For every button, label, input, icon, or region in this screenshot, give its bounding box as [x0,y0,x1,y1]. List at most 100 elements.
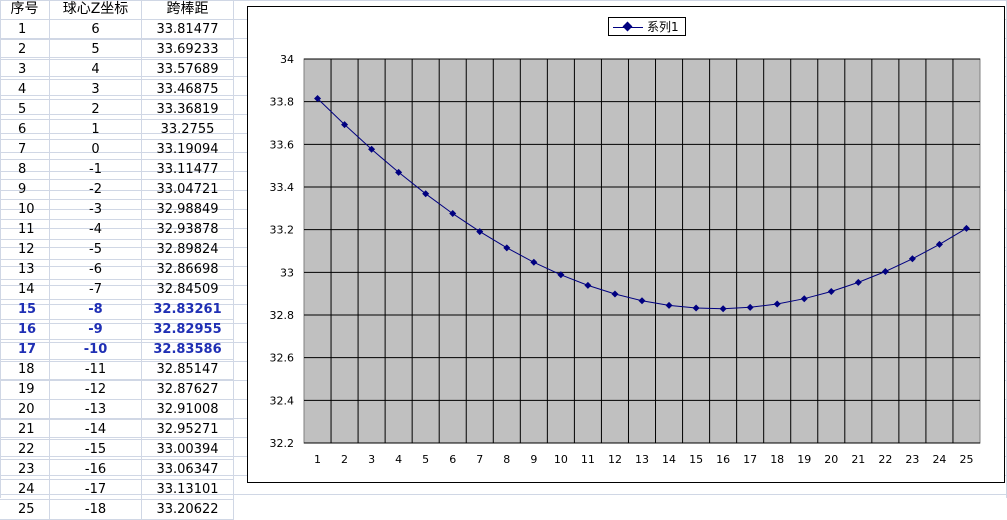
cell-z-coordinate[interactable]: -18 [49,499,142,520]
cell-z-coordinate[interactable]: -8 [49,299,142,320]
cell-index[interactable]: 15 [0,299,50,320]
cell-z-coordinate[interactable]: -13 [49,399,142,420]
cell-z-coordinate[interactable]: 0 [49,139,142,160]
y-tick-label: 33 [280,266,294,279]
data-point [827,288,835,296]
cell-z-coordinate[interactable]: -17 [49,479,142,500]
cell-index[interactable]: 19 [0,379,50,400]
cell-index[interactable]: 13 [0,259,50,280]
cell-span-distance[interactable]: 33.36819 [141,99,234,120]
cell-span-distance[interactable]: 33.04721 [141,179,234,200]
cell-index[interactable]: 6 [0,119,50,140]
cell-index[interactable]: 1 [0,19,50,40]
x-tick-label: 9 [530,453,537,466]
cell-span-distance[interactable]: 32.83261 [141,299,234,320]
cell-z-coordinate[interactable]: 4 [49,59,142,80]
cell-z-coordinate[interactable]: -6 [49,259,142,280]
table-row: 1 6 33.81477 [0,19,234,40]
cell-z-coordinate[interactable]: -12 [49,379,142,400]
cell-span-distance[interactable]: 32.98849 [141,199,234,220]
x-tick-label: 17 [743,453,757,466]
cell-z-coordinate[interactable]: -14 [49,419,142,440]
cell-index[interactable]: 25 [0,499,50,520]
cell-span-distance[interactable]: 33.06347 [141,459,234,480]
cell-span-distance[interactable]: 32.91008 [141,399,234,420]
cell-z-coordinate[interactable]: -9 [49,319,142,340]
cell-span-distance[interactable]: 33.11477 [141,159,234,180]
cell-span-distance[interactable]: 32.85147 [141,359,234,380]
cell-index[interactable]: 9 [0,179,50,200]
cell-span-distance[interactable]: 32.87627 [141,379,234,400]
cell-index[interactable]: 7 [0,139,50,160]
table-row: 20 -13 32.91008 [0,399,234,420]
cell-span-distance[interactable]: 33.13101 [141,479,234,500]
cell-index[interactable]: 8 [0,159,50,180]
cell-span-distance[interactable]: 32.83586 [141,339,234,360]
cell-span-distance[interactable]: 33.69233 [141,39,234,60]
cell-z-coordinate[interactable]: 1 [49,119,142,140]
data-point [341,121,349,129]
cell-span-distance[interactable]: 33.57689 [141,59,234,80]
cell-index[interactable]: 14 [0,279,50,300]
cell-index[interactable]: 17 [0,339,50,360]
cell-z-coordinate[interactable]: -16 [49,459,142,480]
chart-legend[interactable]: 系列1 [608,17,686,36]
cell-span-distance[interactable]: 32.82955 [141,319,234,340]
cell-index[interactable]: 5 [0,99,50,120]
table-row: 25 -18 33.20622 [0,499,234,520]
header-z-coordinate[interactable]: 球心Z坐标 [49,0,142,20]
cell-index[interactable]: 18 [0,359,50,380]
legend-label: 系列1 [647,20,679,34]
cell-span-distance[interactable]: 33.81477 [141,19,234,40]
cell-z-coordinate[interactable]: -10 [49,339,142,360]
data-point [692,304,700,312]
x-tick-label: 8 [503,453,510,466]
cell-index[interactable]: 20 [0,399,50,420]
cell-z-coordinate[interactable]: -5 [49,239,142,260]
data-point [584,281,592,289]
cell-index[interactable]: 22 [0,439,50,460]
header-span-distance[interactable]: 跨棒距 [141,0,234,20]
cell-z-coordinate[interactable]: -2 [49,179,142,200]
x-tick-label: 20 [824,453,838,466]
cell-span-distance[interactable]: 33.19094 [141,139,234,160]
cell-z-coordinate[interactable]: -3 [49,199,142,220]
cell-span-distance[interactable]: 32.93878 [141,219,234,240]
cell-index[interactable]: 3 [0,59,50,80]
cell-index[interactable]: 2 [0,39,50,60]
cell-z-coordinate[interactable]: -15 [49,439,142,460]
header-index[interactable]: 序号 [0,0,50,20]
cell-span-distance[interactable]: 32.84509 [141,279,234,300]
cell-span-distance[interactable]: 33.46875 [141,79,234,100]
table-row: 21 -14 32.95271 [0,419,234,440]
cell-span-distance[interactable]: 33.20622 [141,499,234,520]
cell-z-coordinate[interactable]: -1 [49,159,142,180]
cell-z-coordinate[interactable]: -11 [49,359,142,380]
cell-index[interactable]: 4 [0,79,50,100]
cell-z-coordinate[interactable]: 5 [49,39,142,60]
cell-z-coordinate[interactable]: 6 [49,19,142,40]
cell-span-distance[interactable]: 33.2755 [141,119,234,140]
cell-span-distance[interactable]: 32.95271 [141,419,234,440]
cell-index[interactable]: 21 [0,419,50,440]
cell-index[interactable]: 24 [0,479,50,500]
cell-span-distance[interactable]: 32.86698 [141,259,234,280]
table-row: 5 2 33.36819 [0,99,234,120]
cell-index[interactable]: 10 [0,199,50,220]
cell-index[interactable]: 12 [0,239,50,260]
x-tick-label: 2 [341,453,348,466]
chart-area[interactable]: 32.2 32.4 32.6 32.8 33 33.2 33.4 33.6 33.8 34 1 2 3 4… [247,6,1005,483]
cell-z-coordinate[interactable]: -7 [49,279,142,300]
cell-z-coordinate[interactable]: 3 [49,79,142,100]
table-row: 13 -6 32.86698 [0,259,234,280]
cell-z-coordinate[interactable]: 2 [49,99,142,120]
cell-index[interactable]: 16 [0,319,50,340]
cell-index[interactable]: 23 [0,459,50,480]
cell-span-distance[interactable]: 33.00394 [141,439,234,460]
header-row: 序号 球心Z坐标 跨棒距 [0,0,234,20]
x-tick-label: 23 [905,453,919,466]
cell-span-distance[interactable]: 32.89824 [141,239,234,260]
table-row: 16 -9 32.82955 [0,319,234,340]
cell-index[interactable]: 11 [0,219,50,240]
cell-z-coordinate[interactable]: -4 [49,219,142,240]
